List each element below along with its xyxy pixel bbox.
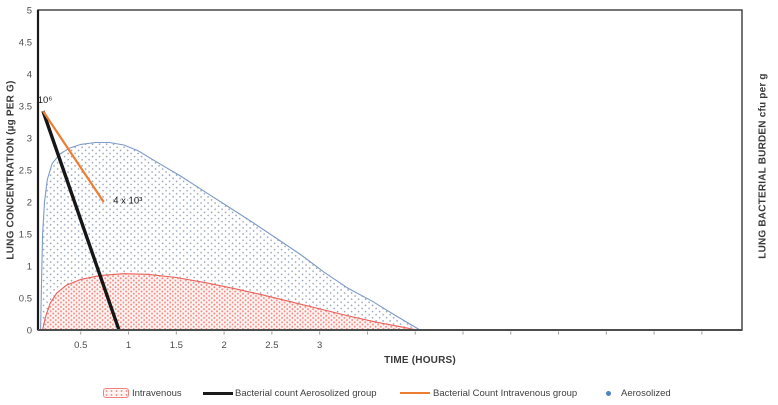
svg-text:2: 2 <box>27 198 32 209</box>
svg-text:3: 3 <box>317 340 322 351</box>
svg-text:2.5: 2.5 <box>265 340 278 351</box>
svg-text:1.5: 1.5 <box>19 230 32 241</box>
svg-text:1: 1 <box>126 340 131 351</box>
annotations-group: 10⁶ 4 x 10³ <box>38 95 143 206</box>
svg-text:3: 3 <box>27 134 32 145</box>
y-axis-title-left: LUNG CONCENTRATION (µg PER G) <box>5 80 17 260</box>
legend-label: Aerosolized <box>621 387 671 399</box>
svg-text:1.5: 1.5 <box>170 340 183 351</box>
legend-label: Bacterial Count Intravenous group <box>433 387 578 399</box>
svg-text:5: 5 <box>27 6 32 17</box>
x-axis-title: TIME (HOURS) <box>384 355 456 366</box>
svg-text:4: 4 <box>27 70 32 81</box>
legend-item-aerosolized: Aerosolized <box>606 386 671 400</box>
svg-text:2: 2 <box>221 340 226 351</box>
svg-text:0: 0 <box>27 326 32 337</box>
line-series-group <box>41 110 121 331</box>
svg-text:3.5: 3.5 <box>19 102 32 113</box>
svg-text:1: 1 <box>27 262 32 273</box>
black-line-swatch-icon <box>203 391 233 395</box>
annotation-label: 10⁶ <box>38 95 53 106</box>
area-series-group <box>40 141 421 331</box>
legend-item-bacterial-intravenous: Bacterial Count Intravenous group <box>400 386 577 400</box>
legend-item-bacterial-aerosolized: Bacterial count Aerosolized group <box>203 386 377 400</box>
svg-text:4.5: 4.5 <box>19 38 32 49</box>
red-dotted-area-swatch-icon <box>103 388 129 398</box>
svg-text:2.5: 2.5 <box>19 166 32 177</box>
y-axis-title-right: LUNG BACTERIAL BURDEN cfu per g <box>757 73 769 259</box>
legend-label: Bacterial count Aerosolized group <box>235 387 377 399</box>
axes-group: 0.5 1 1.5 2 2.5 3 0 0.5 1 1.5 2 2.5 3 3.5 4 4.5 5 <box>19 6 742 351</box>
orange-line-swatch-icon <box>400 391 430 395</box>
svg-text:0.5: 0.5 <box>19 294 32 305</box>
legend-label: Intravenous <box>132 387 182 399</box>
annotation-label: 4 x 10³ <box>113 195 142 206</box>
legend-item-intravenous: Intravenous <box>103 386 182 400</box>
svg-text:0.5: 0.5 <box>74 340 87 351</box>
blue-dot-swatch-icon <box>606 390 611 396</box>
legend: Intravenous Bacterial count Aerosolized … <box>0 386 778 402</box>
